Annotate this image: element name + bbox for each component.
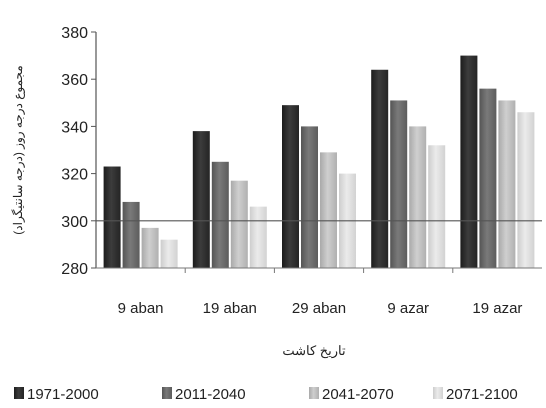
bars-layer [103,55,535,269]
bar-19-azar-2011-2040 [479,88,497,268]
legend: 1971-2000 2011-2040 2041-2070 2071-2100 [14,386,518,403]
legend-label-2071-2100: 2071-2100 [446,386,518,403]
y-tick-label: 280 [61,261,88,278]
bar-9-aban-2071-2100 [160,239,178,268]
legend-label-2041-2070: 2041-2070 [322,386,394,403]
axis-layer [95,32,542,269]
y-tick-label: 300 [61,214,88,231]
legend-label-1971-2000: 1971-2000 [27,386,99,403]
x-axis-label: تاریخ کاشت [282,343,346,359]
x-tick-labels: 9 aban 19 aban 29 aban 9 azar 19 azar [118,268,522,317]
x-tick-label: 9 aban [118,300,164,317]
bar-9-aban-2041-2070 [141,227,159,268]
bar-19-aban-1971-2000 [192,131,210,268]
x-tick-label: 19 azar [472,300,522,317]
bar-19-azar-1971-2000 [460,55,478,268]
legend-swatch-2071-2100 [433,387,443,399]
bar-9-azar-2041-2070 [409,126,427,269]
y-tick-label: 380 [61,25,88,42]
bar-19-azar-2071-2100 [517,112,535,269]
y-tick-label: 320 [61,167,88,184]
bar-9-aban-2011-2040 [122,201,140,268]
legend-label-2011-2040: 2011-2040 [175,386,246,403]
bar-19-aban-2041-2070 [230,180,248,268]
bar-29-aban-1971-2000 [282,105,299,268]
bar-19-aban-2011-2040 [211,161,229,268]
x-tick-label: 29 aban [292,300,346,317]
bar-9-azar-2071-2100 [428,145,446,268]
y-axis-label: مجموع درجه روز (درجه سانتیگراد) [11,65,25,234]
legend-swatch-1971-2000 [14,387,24,399]
bar-29-aban-2041-2070 [320,152,337,268]
x-tick-label: 19 aban [203,300,257,317]
legend-swatch-2011-2040 [162,387,172,399]
bar-9-azar-2011-2040 [390,100,408,268]
y-tick-labels: 280 300 320 340 360 380 [61,25,96,278]
bar-9-azar-1971-2000 [371,69,389,268]
bar-9-aban-1971-2000 [103,166,121,268]
x-tick-label: 9 azar [387,300,429,317]
y-tick-label: 360 [61,72,88,89]
bar-19-azar-2041-2070 [498,100,516,268]
legend-swatch-2041-2070 [309,387,319,399]
bar-29-aban-2011-2040 [301,126,318,269]
bar-19-aban-2071-2100 [249,206,267,268]
y-tick-label: 340 [61,119,88,136]
